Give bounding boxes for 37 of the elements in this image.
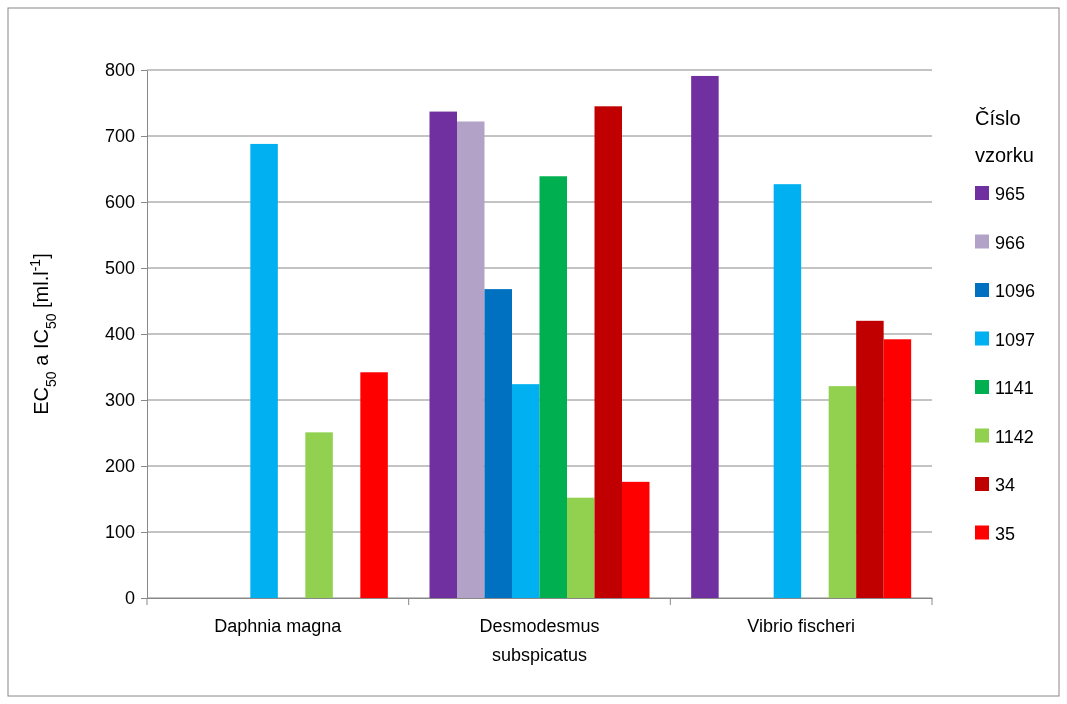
bar — [773, 184, 802, 598]
bar — [856, 320, 884, 598]
y-tick-label: 0 — [124, 588, 135, 609]
bar — [622, 481, 650, 598]
bar — [594, 106, 622, 598]
legend-label: 966 — [995, 232, 1026, 253]
bar — [512, 384, 540, 598]
x-tick-label: Vibrio fischeri — [747, 616, 856, 636]
y-tick-label: 500 — [104, 258, 135, 279]
bar — [457, 121, 485, 598]
legend-label: 34 — [995, 475, 1016, 495]
legend-label: 965 — [995, 184, 1026, 204]
y-tick-label: 700 — [104, 126, 135, 147]
bar — [828, 386, 857, 598]
y-tick-label: 300 — [104, 390, 135, 411]
y-tick-label: 600 — [104, 192, 135, 213]
bar — [305, 432, 333, 598]
y-tick-label: 400 — [104, 324, 135, 345]
legend-label: 1096 — [995, 281, 1036, 301]
bar — [883, 339, 912, 598]
legend-label: 1097 — [995, 329, 1036, 350]
bar — [691, 75, 719, 598]
y-tick-label: 800 — [104, 60, 135, 81]
legend-label: 1142 — [995, 426, 1034, 447]
legend-label: 35 — [995, 523, 1016, 544]
bar — [360, 372, 388, 598]
bar — [429, 111, 457, 598]
y-tick-label: 200 — [104, 456, 135, 477]
bar — [484, 289, 512, 598]
x-tick-label: Daphnia magna — [214, 616, 343, 636]
bar — [250, 143, 278, 598]
x-tick-label: Desmodesmus subspicatus — [479, 616, 600, 665]
bar — [567, 497, 595, 598]
legend-label: 1141 — [995, 378, 1034, 398]
legend-title: Číslo vzorku — [975, 107, 1034, 166]
bar — [539, 176, 567, 598]
y-tick-label: 100 — [104, 522, 135, 543]
